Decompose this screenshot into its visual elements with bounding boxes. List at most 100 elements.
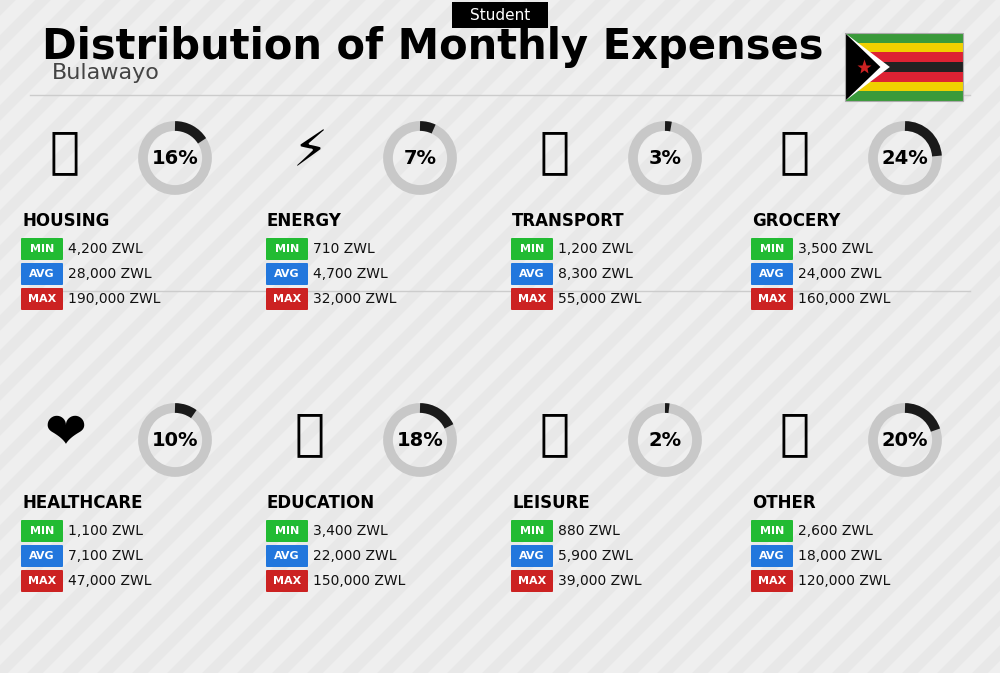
FancyBboxPatch shape	[751, 288, 793, 310]
FancyBboxPatch shape	[511, 570, 553, 592]
Text: 120,000 ZWL: 120,000 ZWL	[798, 574, 890, 588]
FancyBboxPatch shape	[21, 288, 63, 310]
Polygon shape	[845, 33, 890, 101]
Text: 🛍: 🛍	[540, 410, 570, 458]
FancyBboxPatch shape	[845, 42, 963, 52]
Text: 160,000 ZWL: 160,000 ZWL	[798, 292, 891, 306]
Text: 🏙: 🏙	[50, 128, 80, 176]
FancyBboxPatch shape	[266, 520, 308, 542]
FancyBboxPatch shape	[21, 545, 63, 567]
Text: 880 ZWL: 880 ZWL	[558, 524, 620, 538]
Text: 24,000 ZWL: 24,000 ZWL	[798, 267, 882, 281]
Text: 18,000 ZWL: 18,000 ZWL	[798, 549, 882, 563]
FancyBboxPatch shape	[266, 238, 308, 260]
Text: 55,000 ZWL: 55,000 ZWL	[558, 292, 642, 306]
FancyBboxPatch shape	[845, 33, 963, 42]
FancyBboxPatch shape	[266, 288, 308, 310]
Text: MAX: MAX	[28, 576, 56, 586]
FancyBboxPatch shape	[511, 263, 553, 285]
Text: MAX: MAX	[758, 294, 786, 304]
Text: AVG: AVG	[29, 269, 55, 279]
Text: 22,000 ZWL: 22,000 ZWL	[313, 549, 396, 563]
FancyBboxPatch shape	[845, 62, 963, 72]
Text: GROCERY: GROCERY	[752, 212, 840, 230]
Text: TRANSPORT: TRANSPORT	[512, 212, 625, 230]
Text: 7%: 7%	[404, 149, 436, 168]
Text: 2,600 ZWL: 2,600 ZWL	[798, 524, 873, 538]
Text: 16%: 16%	[152, 149, 198, 168]
Text: MIN: MIN	[520, 244, 544, 254]
Text: AVG: AVG	[759, 551, 785, 561]
FancyBboxPatch shape	[21, 238, 63, 260]
Text: 3%: 3%	[648, 149, 682, 168]
Text: 39,000 ZWL: 39,000 ZWL	[558, 574, 642, 588]
FancyBboxPatch shape	[21, 520, 63, 542]
Text: ⚡: ⚡	[292, 128, 328, 176]
Text: 710 ZWL: 710 ZWL	[313, 242, 375, 256]
FancyBboxPatch shape	[751, 263, 793, 285]
Text: 3,400 ZWL: 3,400 ZWL	[313, 524, 388, 538]
Text: Bulawayo: Bulawayo	[52, 63, 160, 83]
Text: 190,000 ZWL: 190,000 ZWL	[68, 292, 160, 306]
Text: 24%: 24%	[882, 149, 928, 168]
Text: AVG: AVG	[274, 551, 300, 561]
Text: MAX: MAX	[518, 576, 546, 586]
Text: 💰: 💰	[780, 410, 810, 458]
Text: MIN: MIN	[30, 244, 54, 254]
FancyBboxPatch shape	[511, 288, 553, 310]
FancyBboxPatch shape	[845, 52, 963, 62]
FancyBboxPatch shape	[266, 263, 308, 285]
Text: 🚌: 🚌	[540, 128, 570, 176]
Text: MIN: MIN	[760, 526, 784, 536]
Text: 7,100 ZWL: 7,100 ZWL	[68, 549, 143, 563]
Text: 🛒: 🛒	[780, 128, 810, 176]
Text: 🎓: 🎓	[295, 410, 325, 458]
Text: 18%: 18%	[397, 431, 443, 450]
FancyBboxPatch shape	[511, 520, 553, 542]
Text: EDUCATION: EDUCATION	[267, 494, 375, 512]
Text: AVG: AVG	[29, 551, 55, 561]
Text: MAX: MAX	[518, 294, 546, 304]
Text: AVG: AVG	[759, 269, 785, 279]
Text: 3,500 ZWL: 3,500 ZWL	[798, 242, 873, 256]
Text: Student: Student	[470, 7, 530, 22]
Text: AVG: AVG	[519, 551, 545, 561]
FancyBboxPatch shape	[511, 238, 553, 260]
FancyBboxPatch shape	[845, 92, 963, 101]
Text: 10%: 10%	[152, 431, 198, 450]
Text: MIN: MIN	[520, 526, 544, 536]
Text: MIN: MIN	[275, 526, 299, 536]
FancyBboxPatch shape	[845, 81, 963, 92]
FancyBboxPatch shape	[845, 72, 963, 81]
Text: 150,000 ZWL: 150,000 ZWL	[313, 574, 405, 588]
Text: ENERGY: ENERGY	[267, 212, 342, 230]
Text: MAX: MAX	[758, 576, 786, 586]
Text: MAX: MAX	[28, 294, 56, 304]
Text: MIN: MIN	[30, 526, 54, 536]
Text: AVG: AVG	[274, 269, 300, 279]
Text: LEISURE: LEISURE	[512, 494, 590, 512]
FancyBboxPatch shape	[452, 2, 548, 28]
FancyBboxPatch shape	[751, 545, 793, 567]
Text: OTHER: OTHER	[752, 494, 816, 512]
FancyBboxPatch shape	[21, 263, 63, 285]
FancyBboxPatch shape	[21, 570, 63, 592]
Polygon shape	[845, 33, 880, 101]
Text: ❤: ❤	[44, 410, 86, 458]
Text: 1,100 ZWL: 1,100 ZWL	[68, 524, 143, 538]
Text: AVG: AVG	[519, 269, 545, 279]
Text: MAX: MAX	[273, 294, 301, 304]
Text: 4,700 ZWL: 4,700 ZWL	[313, 267, 388, 281]
Text: 28,000 ZWL: 28,000 ZWL	[68, 267, 152, 281]
Text: 4,200 ZWL: 4,200 ZWL	[68, 242, 143, 256]
Text: MIN: MIN	[760, 244, 784, 254]
Text: 47,000 ZWL: 47,000 ZWL	[68, 574, 152, 588]
Text: 32,000 ZWL: 32,000 ZWL	[313, 292, 396, 306]
Text: MIN: MIN	[275, 244, 299, 254]
FancyBboxPatch shape	[751, 520, 793, 542]
Text: HOUSING: HOUSING	[22, 212, 109, 230]
Text: HEALTHCARE: HEALTHCARE	[22, 494, 143, 512]
FancyBboxPatch shape	[751, 238, 793, 260]
Text: 20%: 20%	[882, 431, 928, 450]
FancyBboxPatch shape	[511, 545, 553, 567]
